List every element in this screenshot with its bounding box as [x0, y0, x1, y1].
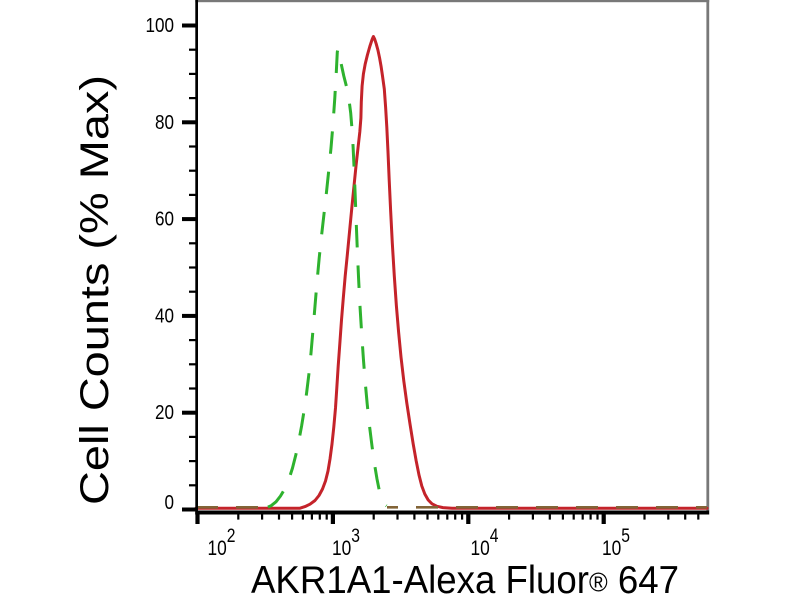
svg-text:100: 100	[146, 15, 175, 37]
svg-text:20: 20	[155, 402, 174, 424]
svg-text:60: 60	[155, 209, 174, 231]
svg-text:80: 80	[155, 112, 174, 134]
svg-text:AKR1A1-Alexa Fluor® 647: AKR1A1-Alexa Fluor® 647	[251, 559, 679, 600]
svg-text:Cell Counts (% Max): Cell Counts (% Max)	[73, 75, 117, 505]
svg-text:40: 40	[155, 305, 174, 327]
svg-text:0: 0	[165, 492, 175, 514]
